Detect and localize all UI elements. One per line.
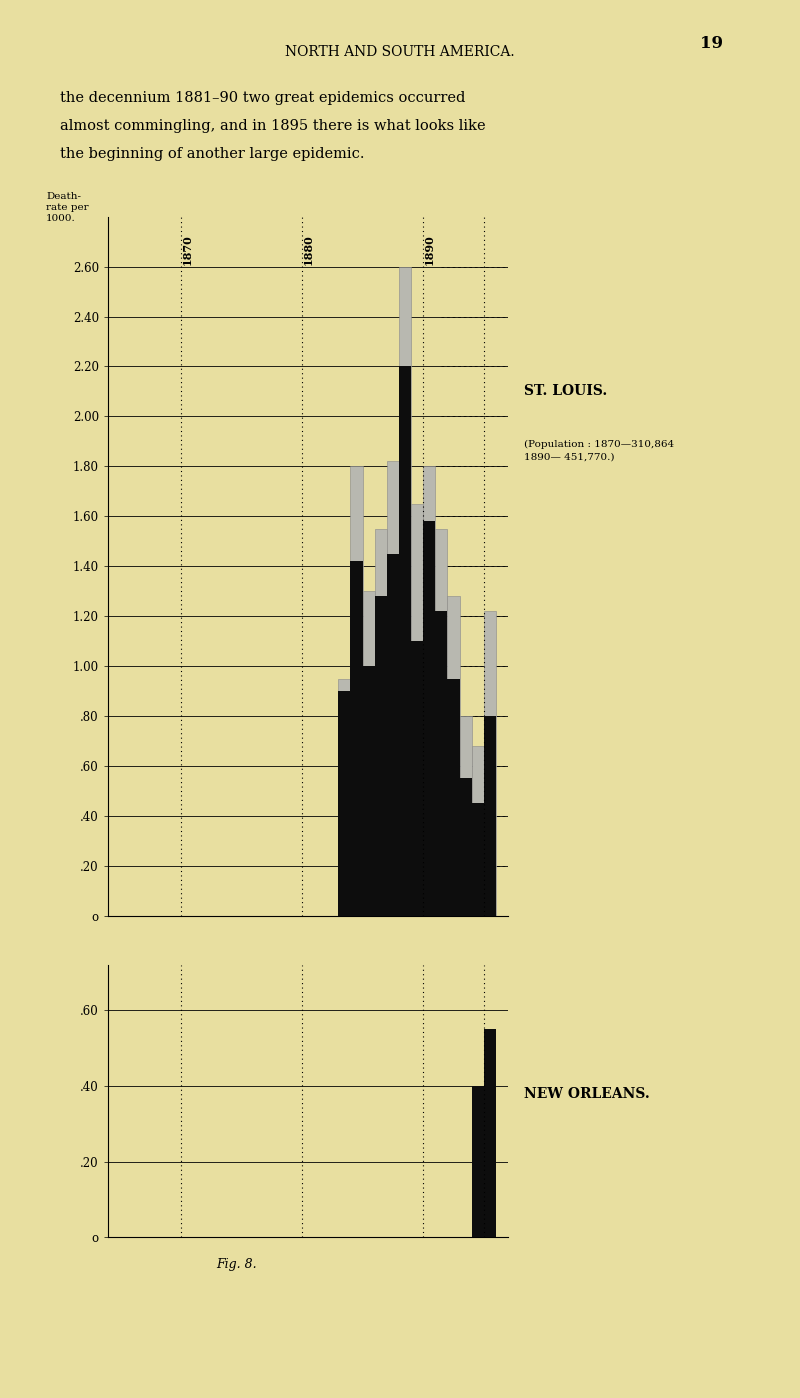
Bar [435, 528, 447, 916]
Text: 19: 19 [700, 35, 723, 52]
Bar [386, 461, 399, 916]
Bar [411, 642, 423, 916]
Bar [423, 467, 435, 916]
Text: 1880: 1880 [302, 233, 314, 264]
Text: the decennium 1881–90 two great epidemics occurred: the decennium 1881–90 two great epidemic… [60, 91, 466, 105]
Text: Fig. 8.: Fig. 8. [216, 1258, 256, 1271]
Bar [447, 596, 459, 916]
Text: (Population : 1870—310,864
1890— 451,770.): (Population : 1870—310,864 1890— 451,770… [524, 440, 674, 461]
Bar [484, 611, 496, 916]
Bar [423, 521, 435, 916]
Bar [472, 804, 484, 916]
Bar [362, 665, 374, 916]
Text: 1890: 1890 [424, 233, 434, 264]
Bar [338, 678, 350, 916]
Bar [447, 678, 459, 916]
Bar [472, 1086, 484, 1237]
Text: ST. LOUIS.: ST. LOUIS. [524, 384, 607, 398]
Bar [472, 747, 484, 916]
Bar [374, 596, 386, 916]
Bar [459, 779, 472, 916]
Bar [386, 554, 399, 916]
Text: the beginning of another large epidemic.: the beginning of another large epidemic. [60, 147, 365, 161]
Text: NORTH AND SOUTH AMERICA.: NORTH AND SOUTH AMERICA. [285, 45, 515, 59]
Bar [484, 1029, 496, 1237]
Bar [362, 591, 374, 916]
Bar [459, 716, 472, 916]
Bar [399, 267, 411, 916]
Bar [350, 561, 362, 916]
Bar [350, 467, 362, 916]
Bar [435, 611, 447, 916]
Bar [484, 716, 496, 916]
Bar [374, 528, 386, 916]
Text: NEW ORLEANS.: NEW ORLEANS. [524, 1088, 650, 1102]
Bar [411, 503, 423, 916]
Text: almost commingling, and in 1895 there is what looks like: almost commingling, and in 1895 there is… [60, 119, 486, 133]
Bar [338, 691, 350, 916]
Text: Death-
rate per
1000.: Death- rate per 1000. [46, 193, 89, 224]
Text: 1870: 1870 [182, 233, 192, 264]
Bar [399, 366, 411, 916]
